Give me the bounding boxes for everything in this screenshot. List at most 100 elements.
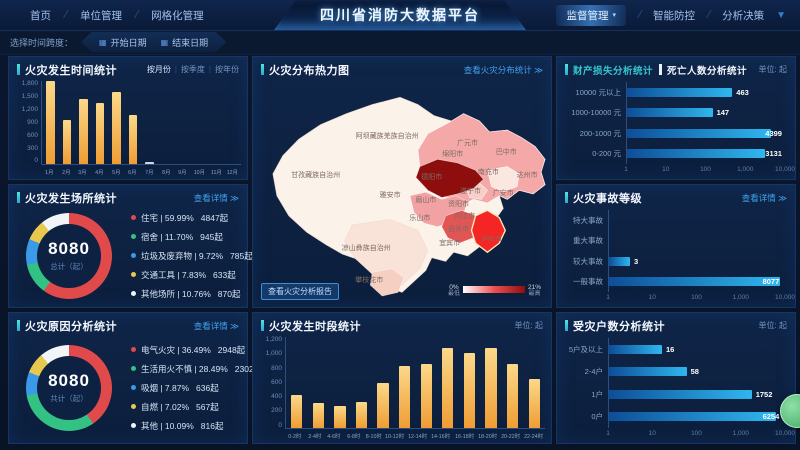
bar[interactable] xyxy=(627,128,771,138)
bar-slot xyxy=(125,81,142,164)
bar[interactable] xyxy=(463,352,476,428)
nav-item-unit-management[interactable]: 单位管理 xyxy=(80,9,123,22)
bar[interactable] xyxy=(355,402,368,428)
legend-count: 816起 xyxy=(200,420,224,431)
bar[interactable] xyxy=(145,162,155,164)
header-accent-bar xyxy=(17,64,20,75)
x-tick-label: 2月 xyxy=(61,170,71,176)
tab-death-count[interactable]: 死亡人数分析统计 xyxy=(667,65,748,77)
sichuan-map[interactable] xyxy=(253,79,551,307)
bar[interactable] xyxy=(420,363,432,428)
tab-by-year[interactable]: 按年份 xyxy=(215,65,239,74)
bar[interactable] xyxy=(95,103,105,164)
x-axis: 1 10 100 1,000 10,000 xyxy=(624,164,795,175)
nav-item-supervision-active[interactable]: 监督管理 ▾ xyxy=(556,4,626,26)
donut-total-label: 共计（起） xyxy=(50,394,88,403)
tab-by-quarter[interactable]: 按季度 xyxy=(180,65,205,74)
region-panzhihua[interactable] xyxy=(369,268,405,297)
region-liangshan[interactable] xyxy=(344,219,429,288)
x-tick-label: 10,000 xyxy=(775,294,795,301)
bar[interactable] xyxy=(506,363,519,428)
cause-donut-chart: 8080 共计（起） 电气火灾 | 36.49% 2948起生活用火不慎 | 28.4… xyxy=(9,335,262,440)
legend-item[interactable]: 自燃 | 7.02% 567起 xyxy=(131,401,243,413)
bar[interactable] xyxy=(609,367,687,377)
category-label: 1户 xyxy=(591,389,603,399)
panel-header: 受灾户数分析统计 单位: 起 xyxy=(557,313,795,335)
tab-by-month[interactable]: 按月份 xyxy=(146,65,171,74)
bar[interactable] xyxy=(609,256,630,266)
bar-slot xyxy=(351,337,373,428)
bar[interactable] xyxy=(79,99,88,164)
bar[interactable] xyxy=(485,348,497,428)
legend-item[interactable]: 交通工具 | 7.83% 633起 xyxy=(131,269,243,281)
category-label: 10000 元以上 xyxy=(575,87,621,97)
legend-item[interactable]: 其他 | 10.09% 816起 xyxy=(131,420,243,432)
bar[interactable] xyxy=(609,412,777,422)
view-details-link[interactable]: 查看详情 ≫ xyxy=(194,192,239,204)
legend-item[interactable]: 垃圾及废弃物 | 9.72% 785起 xyxy=(131,250,253,262)
header-accent-bar xyxy=(659,64,663,75)
y-tick-label: 800 xyxy=(271,364,282,372)
bar-row: 5户及以上 16 xyxy=(565,338,785,361)
bar[interactable] xyxy=(112,92,121,164)
bar[interactable] xyxy=(627,108,713,118)
legend-count: 633起 xyxy=(213,269,236,280)
view-details-link[interactable]: 查看详情 ≫ xyxy=(194,320,239,332)
bar[interactable] xyxy=(609,344,662,354)
panel-header: 火灾事故等级 查看详情 ≫ xyxy=(557,185,795,207)
x-tick-label: 12-14时 xyxy=(408,434,428,440)
view-distribution-link[interactable]: 查看火灾分布统计 ≫ xyxy=(464,64,543,76)
x-tick-label: 5月 xyxy=(111,170,121,176)
bar[interactable] xyxy=(62,120,72,164)
bar[interactable] xyxy=(399,365,411,428)
donut-ring[interactable]: 8080 共计（起） xyxy=(26,344,112,431)
nav-item-grid-management[interactable]: 网格化管理 xyxy=(151,9,204,22)
x-tick-label: 0-2时 xyxy=(288,434,302,440)
legend-item[interactable]: 吸烟 | 7.87% 636起 xyxy=(131,382,243,394)
dropdown-triangle-icon[interactable]: ▼ xyxy=(776,9,786,21)
bar[interactable] xyxy=(312,402,324,428)
legend-item[interactable]: 其他场所 | 10.76% 870起 xyxy=(131,288,243,300)
bar[interactable] xyxy=(627,87,733,97)
bar[interactable] xyxy=(45,81,55,164)
bar[interactable] xyxy=(377,383,389,428)
legend-item[interactable]: 电气火灾 | 36.49% 2948起 xyxy=(131,344,245,356)
nav-separator: / xyxy=(705,9,713,21)
donut-center: 8080 总计（起） xyxy=(37,223,101,288)
bar[interactable] xyxy=(528,379,540,428)
start-date-picker[interactable]: ▦ 开始日期 xyxy=(99,36,147,49)
region-nanchong[interactable] xyxy=(487,166,520,193)
bar[interactable] xyxy=(334,406,346,428)
legend-count: 2302起 xyxy=(234,363,263,374)
view-details-link[interactable]: 查看详情 ≫ xyxy=(742,192,787,204)
legend-item[interactable]: 宿舍 | 11.70% 945起 xyxy=(131,231,243,243)
x-tick-label: 1,000 xyxy=(732,430,749,437)
header-accent-bar xyxy=(261,320,264,331)
nav-separator: / xyxy=(636,9,643,21)
bar[interactable] xyxy=(609,277,780,287)
view-analysis-report-button[interactable]: 查看火灾分析报告 xyxy=(261,283,339,300)
bar[interactable] xyxy=(291,395,303,428)
nav-item-home[interactable]: 首页 xyxy=(30,9,51,22)
nav-item-analysis-decision[interactable]: 分析决策 xyxy=(722,9,765,22)
header-accent-bar xyxy=(565,320,568,331)
region-chengdu-dark[interactable] xyxy=(415,158,484,198)
header-accent-bar xyxy=(565,64,568,75)
panel-loss-death-stats: 财产损失分析统计 死亡人数分析统计 单位: 起 10000 元以上 463 1000… xyxy=(556,56,796,180)
panel-title: 火灾事故等级 xyxy=(573,192,642,205)
legend-dot xyxy=(131,347,136,352)
bar[interactable] xyxy=(128,115,138,164)
x-tick-label: 18-20时 xyxy=(477,434,497,440)
legend-item[interactable]: 住宅 | 59.99% 4847起 xyxy=(131,212,243,224)
region-luzhou-highlight[interactable] xyxy=(470,209,507,254)
nav-item-smart-prevention[interactable]: 智能防控 xyxy=(653,9,696,22)
end-date-picker[interactable]: ▦ 结束日期 xyxy=(161,36,209,49)
bar[interactable] xyxy=(442,348,454,428)
legend-item[interactable]: 生活用火不慎 | 28.49% 2302起 xyxy=(131,363,262,375)
bar[interactable] xyxy=(627,149,766,159)
bar[interactable] xyxy=(609,389,752,399)
donut-ring[interactable]: 8080 总计（起） xyxy=(26,212,112,299)
x-tick-label: 8-10时 xyxy=(365,434,382,440)
category-label: 0户 xyxy=(591,412,603,422)
tab-property-loss[interactable]: 财产损失分析统计 xyxy=(573,65,654,77)
